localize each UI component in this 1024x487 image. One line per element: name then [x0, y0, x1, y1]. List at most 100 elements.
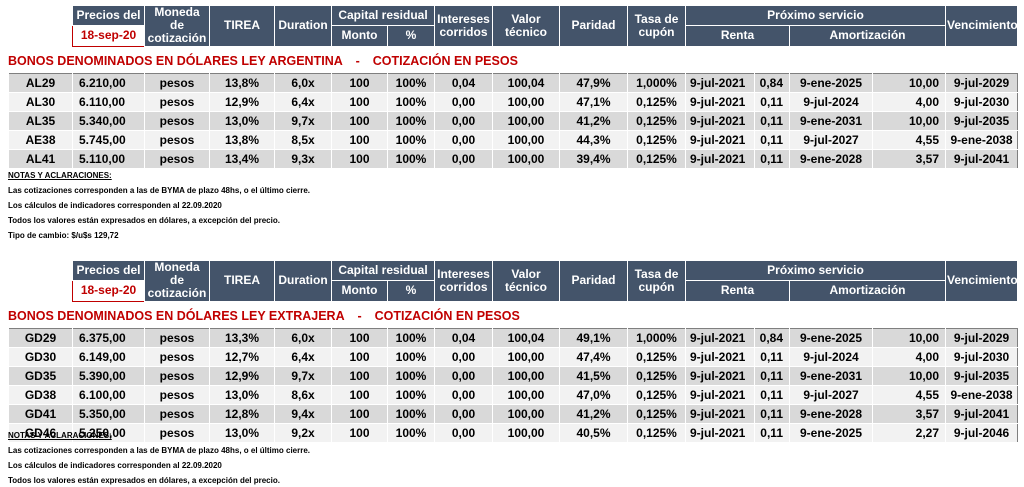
bond-ticker: GD35 [8, 366, 73, 386]
currency-cell: pesos [144, 423, 210, 443]
vencimiento-header: Vencimiento [945, 260, 1018, 302]
vencimiento-cell: 9-jul-2041 [945, 149, 1018, 169]
bond-ticker: GD29 [8, 328, 73, 348]
currency-cell: pesos [144, 347, 210, 367]
intereses-cell: 0,04 [434, 328, 493, 348]
note-line: Tipo de cambio: $/u$s 129,72 [8, 231, 119, 240]
tasa-cupon-cell: 0,125% [627, 366, 686, 386]
duration-cell: 6,0x [274, 328, 332, 348]
paridad-cell: 47,1% [559, 92, 628, 112]
table-row: AL30 6.110,00 pesos 12,9% 6,4x 100 100% 0,00 100… [8, 92, 1018, 112]
bond-ticker: GD30 [8, 347, 73, 367]
tirea-header: TIREA [209, 260, 275, 302]
amortizacion-value-cell: 10,00 [872, 366, 946, 386]
intereses-header: Intereses corridos [434, 5, 493, 47]
amortizacion-date-cell: 9-ene-2028 [789, 404, 873, 424]
paridad-cell: 41,2% [559, 111, 628, 131]
notes-title: NOTAS Y ACLARACIONES: [8, 431, 112, 440]
note-line: Los cálculos de indicadores corresponden… [8, 201, 222, 210]
capital-pct-cell: 100% [387, 366, 435, 386]
valor-tecnico-cell: 100,00 [492, 423, 560, 443]
amortizacion-date-cell: 9-jul-2024 [789, 92, 873, 112]
intereses-cell: 0,04 [434, 73, 493, 93]
price-cell: 6.110,00 [72, 92, 145, 112]
tasa-cupon-cell: 0,125% [627, 347, 686, 367]
renta-date-cell: 9-jul-2021 [685, 149, 755, 169]
capital-residual-header: Capital residual [331, 259, 435, 282]
tasa-cupon-header: Tasa de cupón [627, 5, 686, 47]
renta-value-cell: 0,11 [754, 366, 790, 386]
valor-tecnico-cell: 100,00 [492, 347, 560, 367]
amortizacion-date-cell: 9-ene-2031 [789, 366, 873, 386]
paridad-cell: 44,3% [559, 130, 628, 150]
vencimiento-cell: 9-jul-2030 [945, 92, 1018, 112]
table-row: AL41 5.110,00 pesos 13,4% 9,3x 100 100% 0,00 100… [8, 149, 1018, 169]
amortizacion-date-cell: 9-ene-2028 [789, 149, 873, 169]
table-row: GD30 6.149,00 pesos 12,7% 6,4x 100 100% 0,00 100… [8, 347, 1018, 367]
tirea-cell: 13,0% [209, 385, 275, 405]
header-table: Precios del Moneda de cotización TIREA Du… [72, 4, 1018, 47]
monto-header: Monto [331, 25, 388, 47]
duration-cell: 6,4x [274, 92, 332, 112]
tirea-cell: 13,8% [209, 73, 275, 93]
notes: NOTAS Y ACLARACIONES: Las cotizaciones c… [8, 172, 310, 247]
amortizacion-date-cell: 9-jul-2027 [789, 385, 873, 405]
currency-cell: pesos [144, 328, 210, 348]
tasa-cupon-cell: 0,125% [627, 130, 686, 150]
price-cell: 5.110,00 [72, 149, 145, 169]
renta-date-cell: 9-jul-2021 [685, 385, 755, 405]
price-cell: 6.100,00 [72, 385, 145, 405]
tasa-cupon-cell: 1,000% [627, 328, 686, 348]
capital-pct-cell: 100% [387, 130, 435, 150]
capital-pct-cell: 100% [387, 73, 435, 93]
paridad-header: Paridad [559, 260, 628, 302]
monto-cell: 100 [331, 92, 388, 112]
renta-date-cell: 9-jul-2021 [685, 404, 755, 424]
price-date: 18-sep-20 [72, 25, 145, 47]
bond-ticker: GD46 [8, 423, 73, 443]
renta-value-cell: 0,11 [754, 385, 790, 405]
vencimiento-cell: 9-ene-2038 [945, 130, 1018, 150]
duration-cell: 9,7x [274, 366, 332, 386]
paridad-cell: 39,4% [559, 149, 628, 169]
amortizacion-date-cell: 9-jul-2027 [789, 130, 873, 150]
monto-cell: 100 [331, 130, 388, 150]
tasa-cupon-cell: 0,125% [627, 404, 686, 424]
valor-tecnico-cell: 100,00 [492, 92, 560, 112]
section-title: BONOS DENOMINADOS EN DÓLARES LEY ARGENTI… [8, 54, 518, 68]
amortizacion-date-cell: 9-ene-2025 [789, 328, 873, 348]
bond-ticker: AL30 [8, 92, 73, 112]
amortizacion-date-cell: 9-ene-2025 [789, 73, 873, 93]
tirea-cell: 13,8% [209, 130, 275, 150]
proximo-servicio-header: Próximo servicio [685, 259, 946, 282]
price-cell: 5.745,00 [72, 130, 145, 150]
tirea-cell: 12,9% [209, 92, 275, 112]
vencimiento-header: Vencimiento [945, 5, 1018, 47]
valor-tecnico-cell: 100,00 [492, 149, 560, 169]
capital-pct-cell: 100% [387, 385, 435, 405]
monto-cell: 100 [331, 111, 388, 131]
duration-cell: 8,6x [274, 385, 332, 405]
currency-cell: pesos [144, 385, 210, 405]
renta-value-cell: 0,84 [754, 73, 790, 93]
tirea-cell: 13,3% [209, 328, 275, 348]
bond-table: AL29 6.210,00 pesos 13,8% 6,0x 100 100% 0,04 100… [8, 73, 1018, 169]
duration-cell: 6,0x [274, 73, 332, 93]
renta-date-cell: 9-jul-2021 [685, 328, 755, 348]
duration-header: Duration [274, 5, 332, 47]
valor-tecnico-cell: 100,04 [492, 73, 560, 93]
renta-date-cell: 9-jul-2021 [685, 73, 755, 93]
currency-cell: pesos [144, 73, 210, 93]
paridad-header: Paridad [559, 5, 628, 47]
valor-tecnico-cell: 100,04 [492, 328, 560, 348]
vencimiento-cell: 9-jul-2046 [945, 423, 1018, 443]
moneda-header: Moneda de cotización [144, 260, 210, 302]
table-row: GD46 5.250,00 pesos 13,0% 9,2x 100 100% 0,00 100… [8, 423, 1018, 443]
amortizacion-date-cell: 9-ene-2031 [789, 111, 873, 131]
amortizacion-value-cell: 10,00 [872, 328, 946, 348]
valor-tecnico-header: Valor técnico [492, 5, 560, 47]
table-row: AL29 6.210,00 pesos 13,8% 6,0x 100 100% 0,04 100… [8, 73, 1018, 93]
table-row: GD35 5.390,00 pesos 12,9% 9,7x 100 100% 0,00 100… [8, 366, 1018, 386]
tasa-cupon-cell: 0,125% [627, 149, 686, 169]
renta-header: Renta [685, 280, 790, 302]
